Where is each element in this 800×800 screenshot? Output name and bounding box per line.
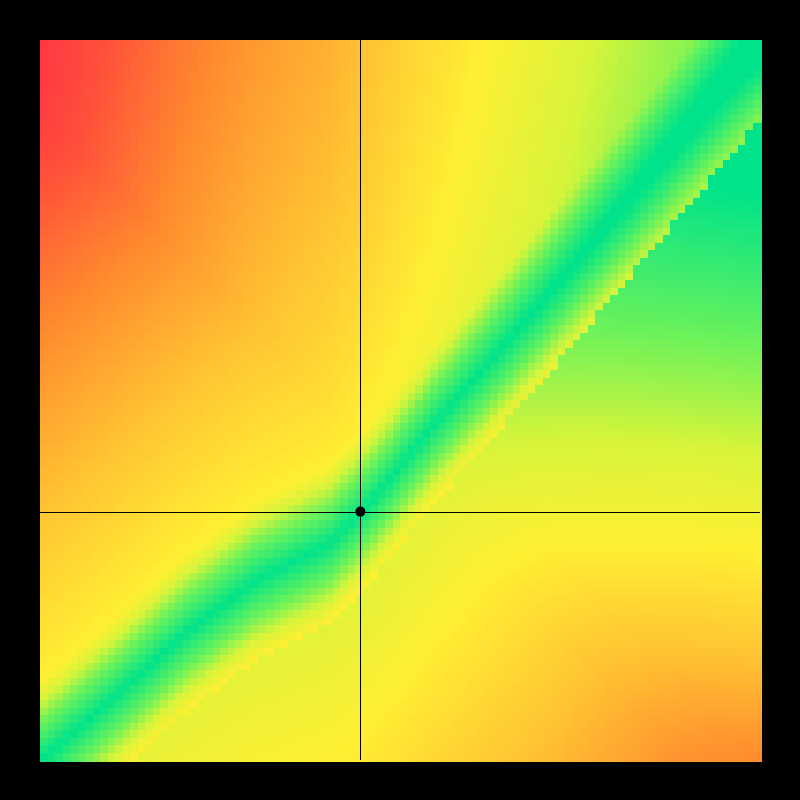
bottleneck-heatmap bbox=[0, 0, 800, 800]
chart-container: TheBottleneck.com bbox=[0, 0, 800, 800]
